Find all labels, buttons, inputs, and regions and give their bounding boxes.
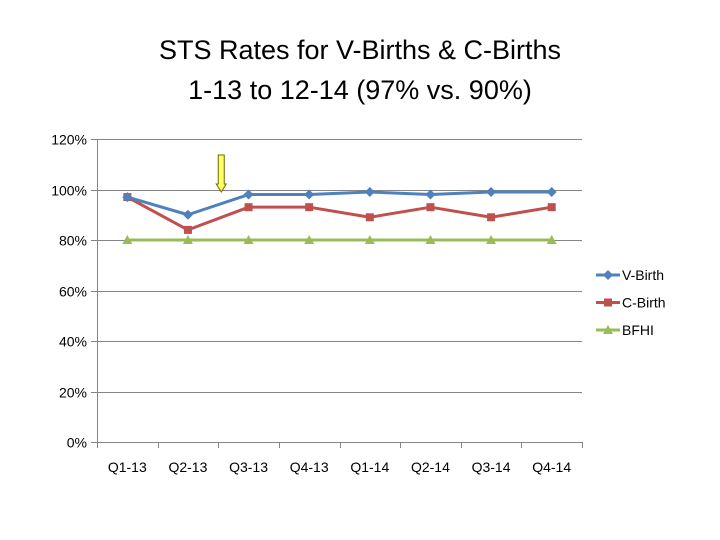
x-tick-label: Q1-14 — [350, 459, 389, 475]
data-point-bfhi — [486, 235, 497, 244]
data-point-v-birth — [546, 187, 557, 198]
chart-series — [122, 187, 557, 244]
y-tick-label: 20% — [59, 385, 87, 401]
legend-item-v-birth: V-Birth — [596, 267, 664, 283]
series-bfhi — [122, 235, 557, 244]
legend-marker-bfhi — [603, 325, 613, 334]
x-tick-label: Q4-13 — [290, 459, 329, 475]
annotation-arrow — [215, 154, 228, 193]
legend-label-v-birth: V-Birth — [622, 267, 664, 283]
data-point-v-birth — [486, 187, 497, 198]
legend-marker-c-birth — [604, 298, 612, 307]
series-line-c-birth — [126, 195, 552, 232]
y-tick-label: 120% — [51, 132, 87, 148]
data-point-v-birth — [122, 192, 133, 203]
data-point-bfhi — [243, 235, 254, 244]
series-line-v-birth — [126, 190, 552, 217]
data-point-c-birth — [183, 225, 192, 234]
chart-legend: V-Birth C-Birth BFHI — [596, 267, 666, 338]
x-tick-label: Q3-14 — [472, 459, 511, 475]
data-point-c-birth — [547, 203, 556, 212]
x-tick-label: Q4-14 — [532, 459, 571, 475]
data-point-v-birth — [182, 209, 193, 220]
x-tick-label: Q3-13 — [229, 459, 268, 475]
series-v-birth — [122, 187, 557, 220]
y-tick-label: 40% — [59, 334, 87, 350]
x-tick-label: Q1-13 — [108, 459, 147, 475]
chart-title: STS Rates for V-Births & C-Births — [158, 35, 562, 65]
y-tick-label: 100% — [51, 183, 87, 199]
data-point-bfhi — [364, 235, 375, 244]
data-point-bfhi — [546, 235, 557, 244]
legend-item-c-birth: C-Birth — [596, 295, 666, 311]
data-point-c-birth — [426, 203, 435, 212]
chart-subtitle: 1-13 to 12-14 (97% vs. 90%) — [188, 75, 532, 105]
legend-marker-v-birth — [603, 270, 613, 280]
data-point-v-birth — [243, 189, 254, 200]
data-point-v-birth — [425, 189, 436, 200]
legend-item-bfhi: BFHI — [596, 322, 654, 338]
data-point-c-birth — [365, 213, 374, 222]
data-point-c-birth — [487, 213, 496, 222]
data-point-v-birth — [364, 187, 375, 198]
legend-label-bfhi: BFHI — [622, 322, 654, 338]
chart-title-block: STS Rates for V-Births & C-Births 1-13 t… — [0, 30, 720, 110]
data-point-v-birth — [304, 189, 315, 200]
data-point-bfhi — [425, 235, 436, 244]
y-tick-label: 0% — [67, 435, 87, 451]
data-point-bfhi — [182, 235, 193, 244]
legend-label-c-birth: C-Birth — [622, 295, 666, 311]
y-tick-label: 60% — [59, 284, 87, 300]
data-point-bfhi — [122, 235, 133, 244]
chart-annotations — [215, 154, 228, 193]
x-tick-label: Q2-14 — [411, 459, 450, 475]
y-tick-label: 80% — [59, 233, 87, 249]
data-point-c-birth — [305, 203, 314, 212]
data-point-c-birth — [244, 203, 253, 212]
data-point-bfhi — [304, 235, 315, 244]
x-tick-label: Q2-13 — [168, 459, 207, 475]
chart-axes: 0% 20% 40% 60% 80% 100% 120% Q1-13 Q2-13 Q3-13 Q4-… — [51, 132, 583, 475]
